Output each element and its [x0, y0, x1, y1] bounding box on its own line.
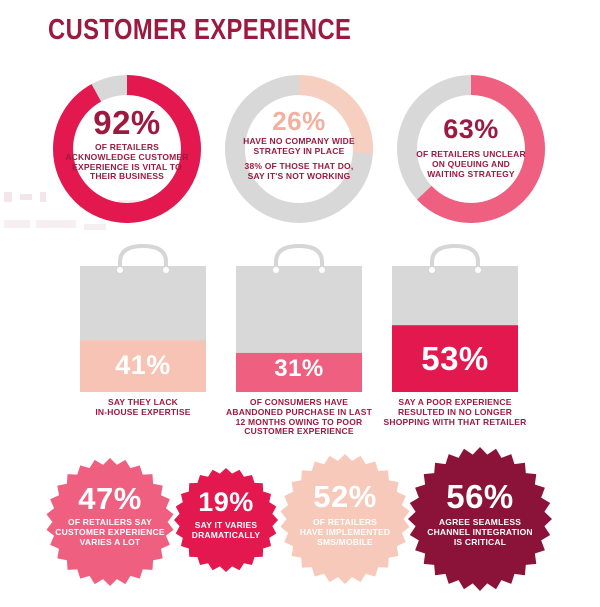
bag-caption: SAY THEY LACK IN-HOUSE EXPERTISE — [60, 397, 226, 418]
bag-percent: 31% — [274, 355, 324, 382]
caption-line: SAY THEY LACK — [108, 397, 178, 407]
caption-line: HAVE IMPLEMENTED — [299, 526, 391, 537]
caption-line: OF RETAILERS — [312, 517, 378, 527]
caption-line: STRATEGY IN PLACE — [253, 145, 345, 156]
badge-percent: 52% — [313, 479, 377, 514]
caption-line: EXPERIENCE IS VITAL TO — [72, 161, 182, 172]
donut-arc — [53, 75, 201, 223]
bag-caption: SAY A POOR EXPERIENCE RESULTED IN NO LON… — [372, 397, 538, 427]
donut-arc — [225, 75, 373, 223]
shopping-bag-icon — [236, 243, 362, 392]
badge-caption: OF RETAILERS HAVE IMPLEMENTED SMS/MOBILE — [280, 517, 410, 547]
shopping-bag-icon — [392, 243, 518, 392]
badge-percent: 47% — [78, 481, 142, 516]
starburst-badge — [174, 468, 278, 572]
caption-line: SAY IT VARIES — [194, 520, 258, 530]
bag-caption: OF CONSUMERS HAVE ABANDONED PURCHASE IN … — [216, 397, 382, 437]
caption-line: AGREE SEAMLESS — [438, 517, 522, 527]
caption-line: RESULTED IN NO LONGER — [397, 406, 513, 417]
caption-line: OF RETAILERS UNCLEAR — [416, 149, 526, 159]
badge-caption: AGREE SEAMLESS CHANNEL INTEGRATION IS CR… — [408, 517, 552, 547]
donut-caption: OF RETAILERS ACKNOWLEDGE CUSTOMER EXPERI… — [52, 142, 202, 182]
donut-arc — [397, 75, 545, 223]
caption-line: CUSTOMER EXPERIENCE — [55, 526, 165, 537]
caption-line: 12 MONTHS OWING TO POOR — [235, 416, 363, 427]
caption-line: OF CONSUMERS HAVE — [249, 397, 349, 407]
caption-line: THEIR BUSINESS — [89, 171, 165, 182]
caption-line: ABANDONED PURCHASE IN LAST — [226, 406, 372, 417]
badge-caption: OF RETAILERS SAY CUSTOMER EXPERIENCE VAR… — [46, 517, 174, 547]
caption-line: SAY A POOR EXPERIENCE — [398, 397, 512, 407]
caption-line: SAY IT'S NOT WORKING — [247, 170, 351, 181]
starburst-badge — [46, 458, 174, 586]
donut-subcaption: 38% OF THOSE THAT DO, SAY IT'S NOT WORKI… — [224, 161, 374, 182]
caption-line: HAVE NO COMPANY WIDE — [243, 136, 355, 146]
caption-line: CHANNEL INTEGRATION — [427, 526, 533, 537]
donut-percent: 92% — [93, 104, 161, 141]
caption-line: SMS/MOBILE — [317, 536, 373, 547]
bag-percent: 41% — [115, 350, 171, 380]
caption-line: ON QUEUING AND — [431, 158, 511, 169]
caption-line: WAITING STRATEGY — [427, 168, 515, 179]
badge-percent: 56% — [446, 478, 514, 515]
badge-caption: SAY IT VARIES DRAMATICALLY — [174, 520, 278, 541]
caption-line: IS CRITICAL — [453, 536, 507, 547]
page-title: CUSTOMER EXPERIENCE — [48, 14, 352, 46]
caption-line: ACKNOWLEDGE CUSTOMER — [65, 151, 189, 162]
donut-caption: OF RETAILERS UNCLEAR ON QUEUING AND WAIT… — [396, 149, 546, 179]
caption-line: IN-HOUSE EXPERTISE — [95, 406, 191, 417]
caption-line: 38% OF THOSE THAT DO, — [244, 161, 354, 171]
starburst-badge — [280, 454, 410, 584]
caption-line: OF RETAILERS SAY — [68, 517, 152, 527]
donut-chart-retailers-vital — [53, 75, 201, 223]
badge-percent: 19% — [198, 487, 254, 517]
starburst-badge — [408, 447, 552, 591]
caption-line: VARIES A LOT — [79, 536, 141, 547]
caption-line: CUSTOMER EXPERIENCE — [244, 426, 354, 437]
donut-chart-no-strategy — [225, 75, 373, 223]
donut-chart-queuing — [397, 75, 545, 223]
shopping-bag-icon — [80, 243, 206, 392]
caption-line: OF RETAILERS — [94, 142, 160, 152]
donut-percent: 26% — [272, 106, 326, 136]
donut-percent: 63% — [443, 114, 499, 144]
bag-percent: 53% — [421, 340, 489, 377]
caption-line: DRAMATICALLY — [191, 529, 261, 540]
caption-line: SHOPPING WITH THAT RETAILER — [383, 416, 527, 427]
donut-caption: HAVE NO COMPANY WIDE STRATEGY IN PLACE — [224, 136, 374, 157]
